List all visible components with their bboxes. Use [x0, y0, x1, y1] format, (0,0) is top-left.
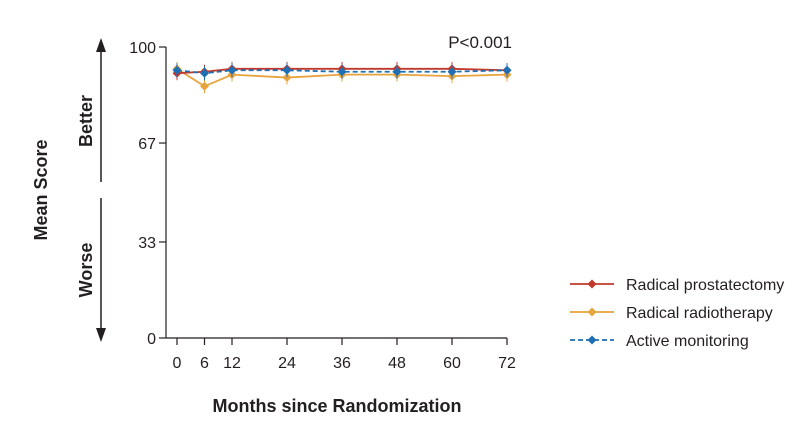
y-ticks: 0 33 67 100	[129, 40, 166, 348]
series-line	[176, 69, 508, 75]
legend-marker-diamond-icon	[587, 279, 597, 289]
legend-item: Active monitoring	[570, 333, 749, 350]
x-ticks: 0 6 12 24 36 48 60 72	[173, 338, 516, 372]
up-arrowhead-icon	[96, 38, 106, 52]
direction-arrow: Better Worse	[76, 38, 106, 342]
x-tick-label: 6	[200, 355, 209, 372]
data-point-diamond-icon	[337, 67, 347, 77]
x-axis-title: Months since Randomization	[212, 396, 461, 416]
legend-label: Radical radiotherapy	[626, 305, 773, 322]
x-tick-label: 48	[388, 355, 406, 372]
down-arrowhead-icon	[96, 328, 106, 342]
y-tick-label: 33	[138, 235, 156, 252]
data-point-diamond-icon	[282, 73, 292, 83]
y-axis-title: Mean Score	[31, 139, 51, 240]
legend-marker-diamond-icon	[587, 307, 597, 317]
y-tick-label: 100	[129, 40, 156, 57]
x-tick-label: 24	[278, 355, 296, 372]
legend-label: Active monitoring	[626, 333, 749, 350]
data-point-diamond-icon	[200, 81, 209, 91]
x-tick-label: 12	[223, 355, 241, 372]
better-label: Better	[76, 95, 96, 147]
y-tick-label: 0	[147, 331, 156, 348]
legend: Radical prostatectomy Radical radiotherap…	[570, 277, 784, 350]
data-point-diamond-icon	[282, 65, 292, 75]
data-point-diamond-icon	[172, 65, 182, 75]
x-tick-label: 72	[498, 355, 516, 372]
x-tick-label: 60	[443, 355, 461, 372]
series-line	[176, 67, 508, 75]
legend-item: Radical prostatectomy	[570, 277, 784, 294]
data-point-diamond-icon	[392, 67, 402, 77]
x-tick-label: 0	[173, 355, 182, 372]
data-point-diamond-icon	[447, 67, 457, 77]
series-line	[176, 68, 508, 88]
series-layer	[172, 61, 512, 94]
legend-marker-diamond-icon	[587, 335, 597, 345]
legend-item: Radical radiotherapy	[570, 305, 773, 322]
series-active-monitoring	[172, 63, 512, 81]
worse-label: Worse	[76, 243, 96, 298]
data-point-diamond-icon	[200, 68, 209, 78]
x-tick-label: 36	[333, 355, 351, 372]
legend-label: Radical prostatectomy	[626, 277, 784, 294]
data-point-diamond-icon	[227, 65, 237, 75]
y-tick-label: 67	[138, 136, 156, 153]
data-point-diamond-icon	[502, 65, 512, 75]
p-value-annotation: P<0.001	[448, 33, 512, 52]
